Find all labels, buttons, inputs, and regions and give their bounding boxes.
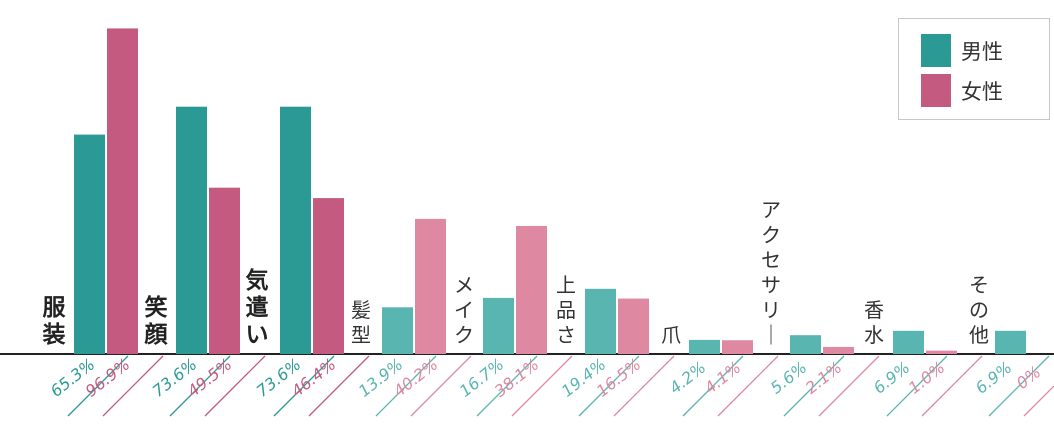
leader-line-male-6 — [682, 355, 744, 417]
value-label-male-9: 6.9% — [972, 358, 1016, 398]
bar-male-0 — [74, 134, 105, 354]
leader-line-male-5 — [578, 355, 640, 417]
bar-female-7 — [823, 346, 854, 354]
bar-female-3 — [415, 218, 446, 354]
leader-line-female-5 — [613, 355, 675, 417]
legend-swatch-female — [921, 74, 951, 107]
leader-line-female-2 — [308, 355, 370, 417]
bar-female-8 — [926, 350, 957, 354]
bar-male-2 — [280, 106, 311, 354]
leader-line-male-3 — [375, 355, 437, 417]
legend-label-male: 男性 — [961, 39, 1003, 64]
category-label-9: その他 — [969, 273, 989, 347]
bar-male-3 — [382, 307, 413, 354]
leader-line-female-9 — [1023, 385, 1054, 417]
bar-female-6 — [722, 340, 753, 354]
bar-male-5 — [585, 288, 616, 354]
leader-line-female-3 — [410, 355, 472, 417]
bar-male-7 — [790, 335, 821, 354]
value-label-female-8: 1.0% — [905, 358, 949, 398]
leader-line-female-4 — [511, 355, 573, 417]
leader-line-female-8 — [921, 355, 983, 417]
bar-female-4 — [516, 225, 547, 354]
bar-male-1 — [176, 106, 207, 354]
leader-line-male-8 — [886, 355, 948, 417]
leader-line-male-1 — [169, 355, 231, 417]
bar-female-5 — [618, 298, 649, 354]
chart-legend: 男性 女性 — [898, 18, 1050, 120]
bar-male-6 — [689, 339, 720, 354]
leader-line-male-0 — [67, 355, 129, 417]
value-label-male-7: 5.6% — [767, 358, 811, 398]
bar-female-1 — [209, 187, 240, 354]
category-label-7: アクセサリ｜ — [761, 198, 781, 347]
category-label-4: メイク — [454, 273, 474, 347]
leader-line-female-6 — [717, 355, 779, 417]
leader-line-male-7 — [783, 355, 845, 417]
value-label-female-7: 2.1% — [802, 358, 846, 398]
legend-item-female: 女性 — [921, 74, 1003, 107]
value-label-male-8: 6.9% — [870, 358, 914, 398]
leader-line-female-0 — [102, 355, 164, 417]
value-label-female-6: 4.1% — [701, 358, 745, 398]
category-label-2: 気遣い — [246, 267, 269, 348]
value-label-male-6: 4.2% — [666, 358, 710, 398]
category-label-6: 爪 — [661, 323, 681, 347]
leader-line-female-1 — [204, 355, 266, 417]
leader-line-male-4 — [476, 355, 538, 417]
category-label-8: 香水 — [864, 298, 884, 347]
category-label-5: 上品さ — [556, 273, 576, 347]
bar-female-0 — [107, 28, 138, 354]
legend-item-male: 男性 — [921, 34, 1003, 67]
category-label-3: 髪型 — [351, 298, 371, 347]
legend-swatch-male — [921, 34, 951, 67]
bar-male-9 — [995, 330, 1026, 354]
legend-label-female: 女性 — [961, 79, 1003, 104]
bar-male-8 — [893, 330, 924, 354]
leader-line-male-2 — [273, 355, 335, 417]
bar-male-4 — [483, 297, 514, 354]
category-label-1: 笑顔 — [144, 294, 169, 348]
bar-female-2 — [313, 198, 344, 354]
leader-line-female-7 — [818, 355, 880, 417]
category-label-0: 服装 — [43, 295, 67, 348]
leader-line-male-9 — [988, 355, 1050, 417]
